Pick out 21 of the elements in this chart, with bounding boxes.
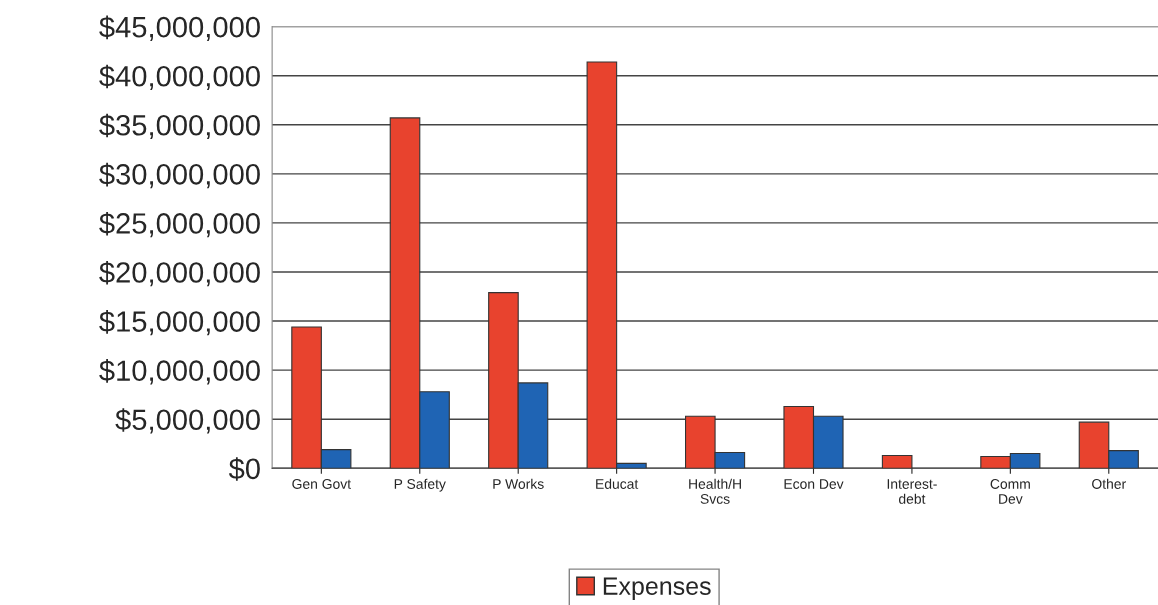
x-tick-label: Educat xyxy=(596,478,639,489)
y-tick-label: $40,000,000 xyxy=(99,64,260,90)
y-tick-label: $20,000,000 xyxy=(99,260,260,287)
y-tick-label: $5,000,000 xyxy=(115,408,260,434)
x-tick-label: Comm Dev xyxy=(990,479,1030,504)
y-tick-label: $25,000,000 xyxy=(99,211,260,238)
bar xyxy=(881,454,913,469)
y-tick-label: $45,000,000 xyxy=(99,15,260,41)
x-tick-label: Health/H Svcs xyxy=(689,478,741,504)
x-tick-label: Interest- debt xyxy=(887,479,937,504)
y-tick-label: $0 xyxy=(228,457,260,481)
legend-label: Expenses xyxy=(603,577,711,600)
y-tick-label: $35,000,000 xyxy=(99,113,260,140)
x-tick-label: Econ Dev xyxy=(784,479,844,489)
x-tick-label: Other xyxy=(1092,478,1126,489)
y-tick-label: $30,000,000 xyxy=(99,162,260,189)
x-tick-label: P Works xyxy=(493,478,544,489)
x-tick-label: P Safety xyxy=(394,478,446,492)
y-tick-label: $15,000,000 xyxy=(99,310,260,336)
x-tick-label: Gen Govt xyxy=(292,479,351,489)
y-tick-label: $10,000,000 xyxy=(99,359,260,385)
